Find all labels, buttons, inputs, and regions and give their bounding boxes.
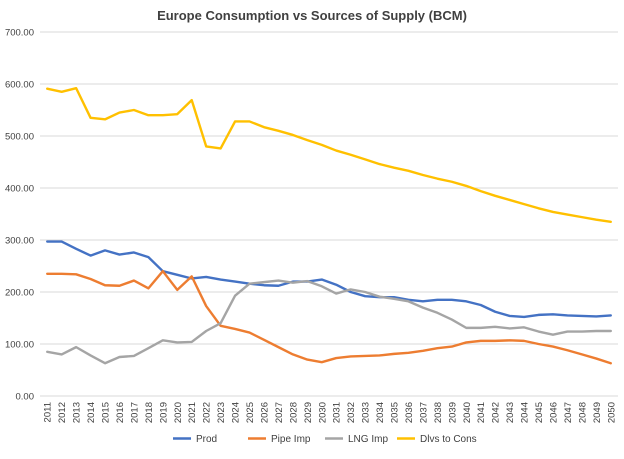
- x-tick-label: 2049: [592, 402, 603, 423]
- series-line-lng-imp: [46, 279, 612, 365]
- x-tick-label: 2034: [375, 402, 386, 423]
- x-tick-label: 2019: [158, 402, 169, 423]
- chart-title: Europe Consumption vs Sources of Supply …: [157, 8, 467, 23]
- y-tick-label: 200.00: [5, 288, 34, 299]
- x-tick-label: 2024: [231, 402, 242, 423]
- x-tick-label: 2022: [202, 402, 213, 423]
- x-tick-label: 2037: [418, 402, 429, 423]
- y-tick-label: 400.00: [5, 184, 34, 195]
- legend-label-prod: Prod: [196, 434, 217, 445]
- y-tick-label: 300.00: [5, 236, 34, 247]
- x-tick-label: 2047: [563, 402, 574, 423]
- x-tick-label: 2043: [505, 402, 516, 423]
- legend-label-pipe-imp: Pipe Imp: [271, 434, 311, 445]
- x-tick-label: 2013: [72, 402, 83, 423]
- x-tick-label: 2048: [577, 402, 588, 423]
- y-tick-label: 500.00: [5, 132, 34, 143]
- x-tick-label: 2020: [173, 402, 184, 423]
- x-tick-label: 2027: [274, 402, 285, 423]
- y-tick-label: 100.00: [5, 340, 34, 351]
- x-tick-label: 2045: [534, 402, 545, 423]
- x-tick-label: 2023: [216, 402, 227, 423]
- x-tick-label: 2030: [317, 402, 328, 423]
- x-tick-label: 2018: [144, 402, 155, 423]
- x-tick-label: 2035: [390, 402, 401, 423]
- x-tick-label: 2014: [86, 402, 97, 423]
- x-tick-label: 2040: [462, 402, 473, 423]
- x-tick-label: 2026: [259, 402, 270, 423]
- series-line-dlvs-to-cons: [46, 86, 612, 224]
- y-tick-label: 600.00: [5, 80, 34, 91]
- series-lines: [46, 86, 612, 365]
- x-tick-label: 2042: [491, 402, 502, 423]
- x-tick-label: 2050: [606, 402, 617, 423]
- gridlines: [40, 31, 618, 397]
- x-tick-label: 2011: [43, 402, 54, 422]
- y-axis-ticks: 0.00 100.00 200.00 300.00 400.00 500.00 600.00…: [5, 28, 34, 403]
- legend: Prod Pipe Imp LNG Imp Dlvs to Cons: [173, 434, 477, 445]
- x-tick-label: 2025: [245, 402, 256, 423]
- series-line-prod: [46, 240, 612, 319]
- x-tick-label: 2021: [187, 402, 198, 423]
- x-tick-label: 2016: [115, 402, 126, 423]
- x-axis-ticks: 2011 2012 2013 2014 2015 2016 2017 2018 2019 2020…: [43, 402, 618, 423]
- x-tick-label: 2017: [129, 402, 140, 423]
- x-tick-label: 2036: [404, 402, 415, 423]
- legend-label-dlvs-to-cons: Dlvs to Cons: [420, 434, 477, 445]
- x-tick-label: 2031: [332, 402, 343, 423]
- x-tick-label: 2044: [520, 402, 531, 423]
- x-tick-label: 2046: [548, 402, 559, 423]
- x-tick-label: 2029: [303, 402, 314, 423]
- x-tick-label: 2039: [447, 402, 458, 423]
- legend-label-lng-imp: LNG Imp: [348, 434, 388, 445]
- series-line-pipe-imp: [46, 270, 612, 365]
- x-tick-label: 2032: [346, 402, 357, 423]
- y-tick-label: 700.00: [5, 28, 34, 39]
- x-tick-label: 2028: [288, 402, 299, 423]
- x-tick-label: 2033: [361, 402, 372, 423]
- x-tick-label: 2038: [433, 402, 444, 423]
- x-tick-label: 2015: [101, 402, 112, 423]
- x-tick-label: 2012: [57, 402, 68, 423]
- x-tick-label: 2041: [476, 402, 487, 423]
- y-tick-label: 0.00: [16, 392, 35, 403]
